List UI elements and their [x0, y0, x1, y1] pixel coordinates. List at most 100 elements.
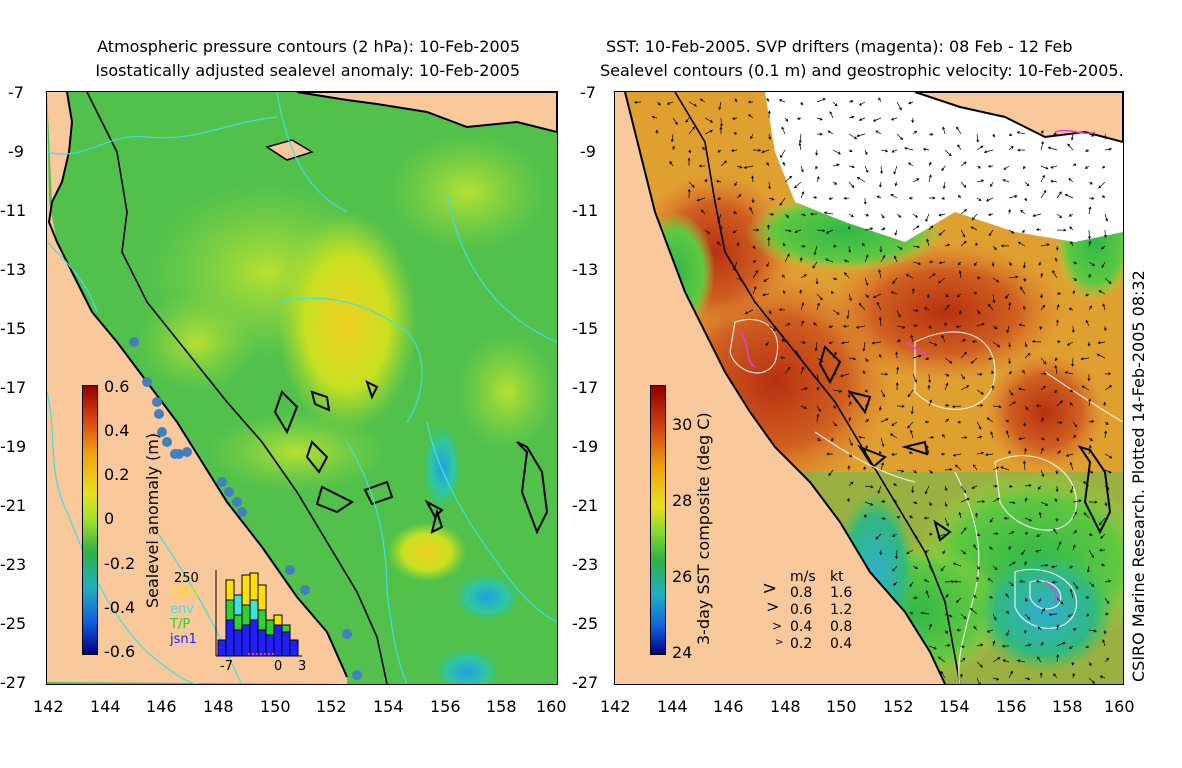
velocity-arrow	[944, 293, 949, 298]
velocity-arrow	[688, 101, 697, 107]
velocity-arrow	[926, 238, 930, 247]
velocity-arrow	[1021, 229, 1026, 233]
velocity-arrow	[767, 237, 771, 247]
velocity-arrow	[1024, 484, 1032, 487]
velocity-arrow	[717, 213, 722, 223]
velocity-arrow	[880, 462, 884, 471]
right-lon-tick: 158	[1052, 697, 1083, 716]
velocity-arrow	[940, 670, 946, 679]
velocity-arrow	[912, 533, 918, 539]
velocity-arrow	[985, 453, 994, 457]
velocity-arrow	[1008, 275, 1019, 279]
velocity-arrow	[832, 101, 838, 107]
sealevel-colorbar-tick: 0.6	[104, 377, 130, 396]
velocity-arrow	[816, 117, 823, 121]
velocity-arrow	[1008, 208, 1011, 215]
velocity-arrow	[1088, 500, 1098, 504]
velocity-arrow	[944, 613, 953, 618]
velocity-arrow	[864, 165, 869, 174]
velocity-arrow	[1088, 196, 1095, 200]
left-lat-tick: -11	[0, 201, 27, 220]
velocity-arrow	[847, 497, 851, 503]
velocity-arrow	[912, 308, 919, 312]
velocity-arrow	[937, 533, 946, 538]
velocity-arrow	[778, 99, 786, 103]
left-lat-tick: -9	[8, 142, 24, 161]
velocity-arrow	[976, 533, 981, 537]
velocity-arrow	[1071, 661, 1075, 666]
velocity-arrow	[878, 405, 882, 411]
velocity-arrow	[696, 197, 706, 202]
velocity-arrow	[992, 484, 998, 488]
velocity-arrow	[976, 322, 985, 327]
inset-legend-tp: T/P	[170, 617, 191, 632]
velocity-arrow	[960, 385, 970, 391]
velocity-arrow	[831, 290, 834, 295]
velocity-arrow	[736, 194, 742, 199]
velocity-arrow	[824, 258, 834, 263]
velocity-arrow	[1088, 133, 1095, 137]
velocity-arrow	[972, 464, 978, 471]
velocity-arrow	[1056, 292, 1062, 296]
velocity-arrow	[813, 196, 818, 200]
velocity-arrow	[1005, 293, 1010, 299]
velocity-arrow	[1086, 565, 1090, 573]
velocity-arrow	[1040, 130, 1044, 135]
velocity-arrow	[717, 197, 722, 200]
velocity-arrow	[1072, 163, 1077, 167]
velocity-arrow	[912, 261, 922, 265]
velocity-arrow	[896, 404, 905, 408]
velocity-arrow	[1023, 629, 1027, 634]
velocity-arrow	[1024, 677, 1031, 681]
velocity-arrow	[1054, 357, 1058, 362]
velocity-arrow	[815, 373, 819, 381]
right-lon-tick: 152	[883, 697, 914, 716]
left-lon-tick: 148	[203, 697, 234, 716]
velocity-arrow	[1040, 189, 1047, 199]
right-lon-tick: 160	[1104, 697, 1135, 716]
velocity-arrow	[1103, 133, 1107, 140]
sealevel-colorbar-tick: 0.4	[104, 421, 130, 440]
velocity-arrow	[864, 254, 869, 263]
velocity-arrow	[894, 181, 898, 187]
velocity-arrow	[701, 147, 706, 151]
velocity-arrow	[1084, 165, 1090, 169]
velocity-arrow	[959, 309, 962, 315]
velocity-arrow	[815, 149, 819, 156]
velocity-arrow	[752, 245, 756, 249]
velocity-arrow	[1040, 607, 1045, 615]
velocity-arrow	[892, 499, 898, 503]
velocity-arrow	[956, 126, 962, 135]
velocity-arrow	[1103, 629, 1107, 635]
velocity-arrow	[744, 309, 754, 315]
velocity-arrow	[1021, 549, 1026, 556]
velocity-arrow	[698, 164, 706, 168]
velocity-arrow	[928, 623, 932, 631]
velocity-arrow	[749, 206, 754, 215]
velocity-arrow	[957, 420, 962, 424]
velocity-arrow	[976, 421, 982, 430]
velocity-arrow	[942, 126, 946, 135]
velocity-arrow	[880, 500, 886, 504]
left-lat-tick: -23	[0, 555, 27, 574]
velocity-arrow	[864, 149, 868, 156]
velocity-arrow	[816, 176, 820, 183]
velocity-arrow	[1056, 400, 1063, 407]
right-title-line1: SST: 10-Feb-2005. SVP drifters (magenta)…	[606, 37, 1073, 56]
velocity-arrow	[848, 416, 852, 423]
velocity-arrow	[848, 453, 853, 458]
velocity-arrow	[1005, 419, 1010, 423]
velocity-arrow	[928, 565, 934, 573]
left-lon-tick: 156	[430, 697, 461, 716]
velocity-arrow	[1054, 498, 1058, 503]
velocity-arrow	[1040, 437, 1045, 441]
velocity-arrow	[896, 101, 902, 111]
velocity-arrow	[896, 339, 901, 343]
velocity-arrow	[841, 341, 850, 345]
velocity-arrow	[800, 274, 807, 279]
velocity-arrow	[704, 117, 714, 123]
velocity-arrow	[975, 242, 979, 247]
velocity-arrow	[1037, 656, 1042, 663]
velocity-arrow	[1000, 466, 1010, 471]
velocity-arrow	[1018, 437, 1026, 441]
